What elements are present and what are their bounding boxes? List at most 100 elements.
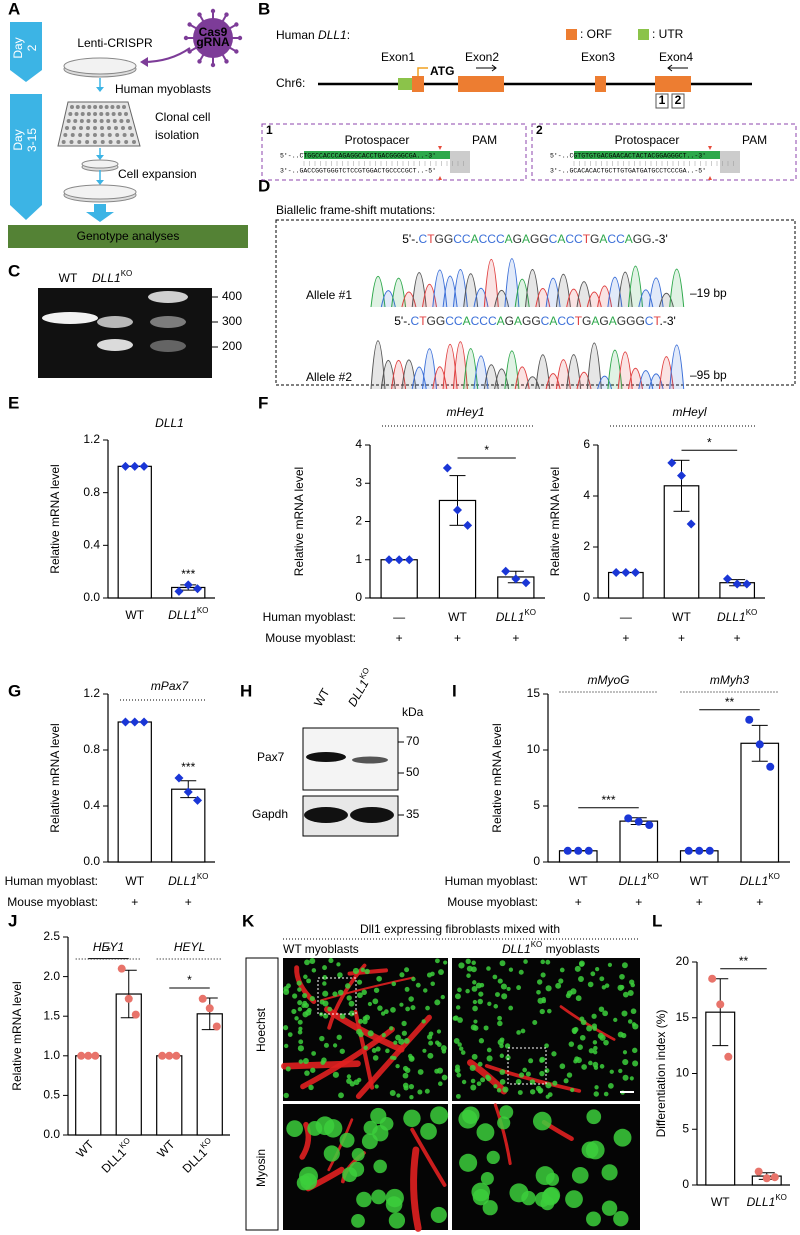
nucleus — [460, 1050, 466, 1055]
trace-peak — [391, 359, 407, 390]
nucleus — [388, 1212, 406, 1229]
trace-peak — [452, 269, 468, 308]
panel-letter: B — [258, 0, 270, 18]
row-cell-main: + — [454, 631, 461, 645]
data-point — [91, 1051, 100, 1060]
well — [104, 105, 109, 109]
nucleus — [592, 1049, 598, 1055]
well — [74, 112, 79, 116]
y-tick-label: 10 — [527, 742, 541, 756]
blot-band — [304, 807, 348, 823]
nucleus — [373, 1159, 387, 1174]
y-axis-label: Relative mRNA level — [490, 723, 504, 832]
trace-peak — [370, 340, 386, 390]
trace-peak — [483, 258, 499, 308]
nucleus — [337, 989, 344, 996]
gel-lane: DLL1KO — [92, 269, 132, 285]
nucleus — [291, 1008, 297, 1015]
atg-arrow — [417, 67, 428, 76]
chart-title: mHey1 — [446, 405, 484, 419]
nucleus — [402, 1082, 409, 1089]
well — [99, 112, 104, 116]
protospacer-bar — [304, 151, 450, 159]
row-cell: WT — [690, 874, 709, 888]
well — [105, 112, 110, 116]
well — [86, 112, 91, 116]
cut-mark — [438, 146, 442, 150]
big-arrow — [86, 204, 114, 222]
y-axis-label: Relative mRNA level — [48, 723, 62, 832]
y-axis-label: Relative mRNA level — [10, 981, 24, 1090]
nucleus — [434, 1040, 440, 1045]
row-cell: + — [678, 631, 685, 645]
trace-peak — [669, 268, 685, 308]
step-label: Human myoblasts — [115, 82, 211, 96]
nucleus — [348, 1000, 355, 1007]
nucleus — [508, 1005, 514, 1011]
x-tick-label-main: DLL1 — [747, 1195, 776, 1209]
cut-mark — [708, 146, 712, 150]
well — [111, 112, 116, 116]
nucleus — [593, 1045, 598, 1051]
virus-knob — [234, 49, 239, 54]
myosin-fiber — [299, 1121, 312, 1160]
y-tick-label: 2.5 — [43, 929, 60, 943]
nucleus — [509, 1183, 529, 1203]
well — [119, 119, 124, 123]
virus-knob — [210, 62, 216, 68]
nucleus — [346, 1078, 352, 1084]
nucleus — [336, 1034, 342, 1040]
nucleus — [459, 1153, 478, 1172]
nucleus — [371, 1189, 386, 1205]
nucleus — [499, 960, 506, 967]
nucleus — [348, 1161, 365, 1177]
nucleus — [537, 1088, 543, 1094]
deletion-label: –19 bp — [690, 286, 727, 300]
nucleus — [310, 1067, 316, 1073]
nucleus — [351, 1148, 365, 1161]
trace-peak — [555, 273, 571, 308]
nucleus — [471, 986, 478, 992]
row-cell: — — [620, 610, 632, 624]
nucleus — [300, 1173, 318, 1190]
nucleus — [457, 987, 462, 993]
data-point — [117, 964, 126, 973]
nucleus — [385, 1048, 390, 1054]
nucleus — [593, 1065, 599, 1070]
nucleus — [558, 978, 564, 984]
virus-knob — [224, 12, 229, 17]
blot-band — [350, 807, 394, 823]
nucleus — [472, 980, 477, 985]
data-point — [521, 578, 531, 588]
nucleus — [545, 985, 552, 992]
data-point — [695, 846, 704, 855]
nucleus — [497, 1015, 502, 1021]
gel-lane-main: DLL1 — [92, 271, 121, 285]
data-point — [770, 1173, 779, 1182]
nucleus — [415, 982, 421, 988]
significance: * — [707, 435, 712, 449]
blot-band — [352, 756, 388, 764]
trace-peak — [535, 354, 551, 390]
significance: *** — [601, 793, 615, 807]
row-cell-main: — — [620, 610, 632, 624]
step-label: Lenti-CRISPR — [77, 36, 153, 50]
blot-label: Pax7 — [257, 750, 285, 764]
nucleus — [632, 1060, 639, 1067]
nucleus — [356, 1191, 372, 1208]
row-label: Human myoblast: — [263, 610, 356, 624]
nucleus — [304, 959, 310, 966]
nucleus — [499, 1037, 505, 1043]
nucleus — [497, 978, 503, 984]
exon-label: Exon3 — [581, 50, 615, 64]
nucleus — [286, 1120, 303, 1137]
allele-name: Allele #1 — [306, 288, 352, 302]
pam-label: PAM — [742, 133, 767, 147]
stain-label-box — [245, 957, 279, 1231]
nucleus — [455, 1005, 461, 1010]
nucleus — [555, 982, 562, 989]
exon-orf — [412, 76, 424, 92]
nucleus — [627, 989, 634, 997]
well — [122, 133, 127, 137]
mutation-box — [275, 219, 796, 386]
